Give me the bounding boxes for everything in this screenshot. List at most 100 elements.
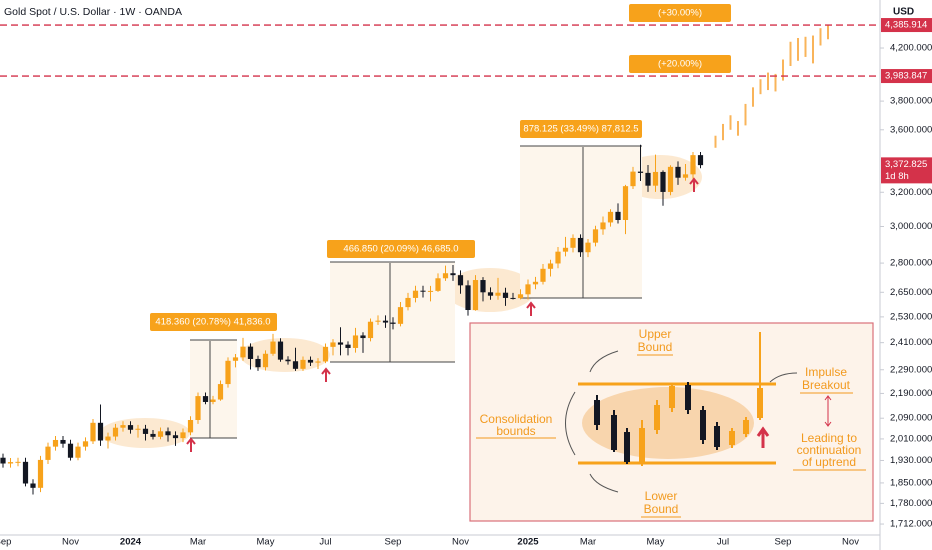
candle-body: [540, 268, 546, 282]
x-tick-label: Jul: [319, 537, 331, 548]
candle-body: [150, 433, 156, 437]
candle-body: [442, 273, 449, 279]
candle-body: [127, 425, 134, 430]
candle-body: [120, 425, 126, 428]
candle-body: [247, 346, 254, 359]
candle-body: [30, 483, 36, 488]
y-tick-label: 2,010.000: [890, 433, 932, 444]
candle-body: [495, 292, 501, 296]
candle-body: [502, 292, 509, 298]
inset-text: continuation: [797, 443, 862, 457]
candle-body: [352, 335, 359, 348]
y-tick-label: 1,850.000: [890, 477, 932, 488]
candle-body: [292, 361, 299, 369]
candle-body: [165, 431, 171, 436]
candle-body: [412, 290, 419, 298]
x-tick-label: May: [647, 537, 665, 548]
red-arrow: [321, 367, 331, 382]
inset-arrow: [824, 395, 832, 427]
candle-body: [172, 435, 179, 439]
candle-body: [315, 361, 321, 363]
level-price-bg: [881, 18, 932, 33]
x-tick-label: 2025: [517, 537, 539, 548]
candle-body: [577, 237, 584, 253]
measure-label: 878.125 (33.49%) 87,812.5: [523, 124, 638, 135]
measure-label: 418.360 (20.78%) 41,836.0: [155, 317, 270, 328]
candle-body: [405, 297, 411, 308]
candle-body: [660, 171, 666, 192]
x-tick-label: 2024: [120, 537, 142, 548]
candle-body: [337, 342, 344, 345]
inset-text: of uptrend: [802, 455, 856, 469]
x-tick-label: Sep: [775, 537, 792, 548]
inset-text: Consolidation: [480, 412, 553, 426]
x-tick-label: Nov: [62, 537, 79, 548]
y-tick-label: 1,930.000: [890, 455, 932, 466]
red-arrow: [689, 177, 699, 192]
last-price-bg: [881, 157, 932, 184]
inset-red-arrow: [756, 426, 770, 448]
candle-body: [142, 428, 149, 434]
annotations-front: 418.360 (20.78%) 41,836.0 466.850 (20.09…: [150, 120, 699, 452]
candle-body: [187, 420, 194, 433]
candle-body: [255, 358, 261, 368]
candle-body: [210, 399, 216, 402]
candle-body: [472, 280, 479, 311]
candle-body: [195, 396, 201, 421]
y-tick-label: 2,650.000: [890, 287, 932, 298]
candle-body: [307, 359, 314, 363]
y-tick-label: 3,800.000: [890, 96, 932, 107]
candle-body: [262, 353, 269, 368]
candle-body: [382, 320, 389, 323]
inset-text: Bound: [638, 340, 673, 354]
candle-body: [697, 155, 704, 166]
candle-body: [457, 275, 464, 286]
inset-candles: [594, 332, 763, 466]
candle-body: [600, 222, 606, 230]
level-price: 3,983.847: [885, 71, 927, 82]
countdown: 1d 8h: [885, 171, 909, 182]
candle-body: [217, 384, 224, 400]
chart-title: Gold Spot / U.S. Dollar · 1W · OANDA: [4, 6, 182, 18]
candle-body: [345, 344, 351, 348]
y-tick-label: 4,200.000: [890, 43, 932, 54]
x-tick-label: Nov: [842, 537, 859, 548]
candle-body: [637, 171, 644, 173]
candle-body: [300, 359, 306, 369]
measure-box: [190, 340, 237, 438]
legend-inset: Upper Bound Lower Bound Consolidation bo…: [469, 322, 874, 522]
candle-body: [667, 166, 674, 192]
candle-body: [157, 431, 164, 437]
level-tag-bg: [629, 55, 731, 74]
candle-body: [22, 461, 29, 484]
measure-label-bg: [150, 313, 277, 331]
candle-body: [622, 186, 629, 220]
last-price: 3,372.825: [885, 159, 927, 170]
candle-body: [517, 294, 524, 299]
inset-text: Impulse: [805, 365, 847, 379]
candle-body: [45, 446, 51, 460]
candle-body: [180, 432, 186, 439]
candle-body: [15, 461, 21, 463]
candle-body: [682, 174, 689, 178]
x-tick-label: Jul: [717, 537, 729, 548]
candle-body: [555, 251, 561, 264]
currency: USD: [893, 7, 914, 18]
candle-body: [135, 428, 141, 430]
candle-body: [645, 172, 651, 186]
candle-body: [202, 396, 209, 402]
x-tick-label: Sep: [0, 537, 11, 548]
y-tick-label: 1,712.000: [890, 519, 932, 530]
level-tag-bg: [629, 4, 731, 23]
level-price-bg: [881, 69, 932, 84]
y-tick-label: 3,000.000: [890, 221, 932, 232]
candle-body: [615, 211, 621, 220]
consolidation-highlight: [240, 338, 330, 372]
x-tick-label: Mar: [580, 537, 596, 548]
inset-highlight: [582, 387, 754, 459]
candle-body: [652, 171, 659, 186]
y-tick-label: 2,290.000: [890, 364, 932, 375]
candle-body: [7, 462, 14, 464]
candle-body: [240, 346, 246, 358]
x-tick-label: May: [257, 537, 275, 548]
